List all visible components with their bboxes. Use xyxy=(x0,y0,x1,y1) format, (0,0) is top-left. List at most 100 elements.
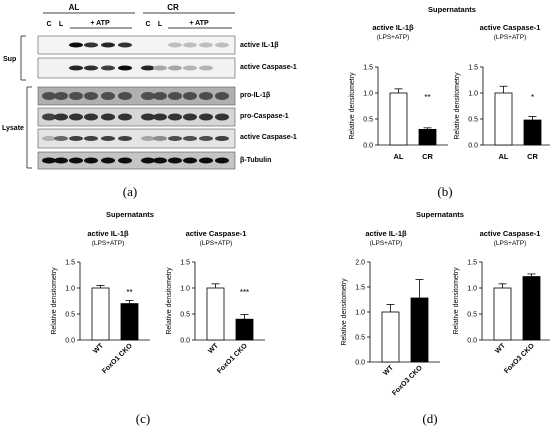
blot-band xyxy=(42,92,56,100)
y-tick-label: 1.5 xyxy=(180,260,190,267)
blot-band xyxy=(199,136,213,141)
bar-al xyxy=(389,92,408,146)
band-label-pro-il1b: pro-IL-1β xyxy=(240,92,271,99)
blot-band xyxy=(168,113,182,121)
blot-band xyxy=(183,92,197,100)
group-label-al: AL xyxy=(69,3,80,12)
y-tick-label: 0.0 xyxy=(468,143,478,150)
blot-strip-active-caspase1-lysate xyxy=(37,128,236,149)
y-tick-label: 0.0 xyxy=(355,360,365,367)
blot-band xyxy=(199,113,213,121)
bar-al xyxy=(494,92,513,146)
blot-band xyxy=(118,65,132,71)
blot-band xyxy=(153,136,167,141)
y-axis-label: Relative densitometry xyxy=(51,267,58,335)
blot-strip-active-il1b xyxy=(37,35,236,55)
bar-wt xyxy=(91,287,110,341)
blot-band xyxy=(141,92,155,100)
blot-band xyxy=(141,113,155,121)
lane-label-l-al: L xyxy=(59,21,64,28)
blot-band xyxy=(168,92,182,100)
blot-band xyxy=(42,157,56,164)
bar-cr xyxy=(523,119,542,146)
blot-band xyxy=(141,136,155,141)
western-blot-panel: AL CR C L + ATP C L + ATP Sup Lysate act… xyxy=(2,3,297,170)
lane-label-l-cr: L xyxy=(158,21,163,28)
y-axis-label: Relative densitometry xyxy=(349,72,356,140)
x-tick-label: CR xyxy=(527,152,538,161)
significance-marker: *** xyxy=(240,288,249,297)
chart-title: active IL-1β xyxy=(372,23,414,32)
blot-band xyxy=(84,136,98,141)
chart-title: active Caspase-1 xyxy=(480,229,541,238)
y-tick-label: 2.0 xyxy=(355,260,365,267)
bar-wt xyxy=(206,287,225,341)
x-tick-label: AL xyxy=(499,152,509,161)
blot-band xyxy=(141,65,155,71)
blot-band xyxy=(199,92,213,100)
blot-band xyxy=(84,42,98,48)
y-tick-label: 0.5 xyxy=(363,117,373,124)
blot-strip-beta-tubulin xyxy=(37,151,236,170)
blot-band xyxy=(153,65,167,71)
section-title-d: Supernatants xyxy=(416,210,464,219)
section-title-b: Supernatants xyxy=(428,5,476,14)
bar-cr xyxy=(418,128,437,146)
y-tick-label: 0.5 xyxy=(468,117,478,124)
y-axis-label: Relative densitometry xyxy=(453,267,460,335)
blot-band xyxy=(168,65,182,71)
treatment-label-al: + ATP xyxy=(90,20,110,27)
bar-chart-b-2: active Caspase-1 (LPS+ATP) 0.0 0.5 1.0 1.5 Rel… xyxy=(454,23,550,161)
blot-strip-background xyxy=(37,35,236,55)
y-tick-label: 0.0 xyxy=(467,338,477,345)
section-title-c: Supernatants xyxy=(106,210,154,219)
blot-band xyxy=(215,42,229,48)
chart-subtitle: (LPS+ATP) xyxy=(200,240,233,247)
blot-band xyxy=(69,92,83,100)
x-tick-label: WT xyxy=(92,342,105,355)
section-label-lysate: Lysate xyxy=(2,125,24,132)
y-tick-label: 1.5 xyxy=(363,65,373,72)
blot-band xyxy=(141,157,155,164)
blot-band xyxy=(118,42,132,48)
band-label-active-il1b: active IL-1β xyxy=(240,42,279,49)
blot-strip-background xyxy=(37,57,236,79)
x-tick-label: FoxO3 CKO xyxy=(503,342,536,375)
y-tick-label: 0.0 xyxy=(180,338,190,345)
chart-subtitle: (LPS+ATP) xyxy=(92,240,125,247)
x-tick-label: WT xyxy=(207,342,220,355)
y-tick-label: 0.0 xyxy=(363,143,373,150)
bar-wt xyxy=(493,287,512,341)
bar-foxo3-cko xyxy=(522,276,541,341)
y-axis-label: Relative densitometry xyxy=(166,267,173,335)
y-tick-label: 1.0 xyxy=(355,310,365,317)
chart-title: active Caspase-1 xyxy=(186,229,247,238)
blot-band xyxy=(84,157,98,164)
x-tick-label: FoxO3 CKO xyxy=(391,364,424,397)
band-label-pro-caspase1: pro-Caspase-1 xyxy=(240,113,289,120)
blot-band xyxy=(168,136,182,141)
blot-band xyxy=(153,157,167,164)
y-tick-label: 1.0 xyxy=(180,286,190,293)
y-tick-label: 0.5 xyxy=(180,312,190,319)
x-tick-label: WT xyxy=(382,364,395,377)
blot-band xyxy=(54,157,68,164)
blot-band xyxy=(199,157,213,164)
bar-chart-b-1: active IL-1β (LPS+ATP) 0.0 0.5 1.0 1.5 Relativ… xyxy=(349,23,448,161)
blot-band xyxy=(168,42,182,48)
panel-label-b: (b) xyxy=(437,184,452,199)
blot-band xyxy=(183,157,197,164)
bar-chart-d-6: active Caspase-1 (LPS+ATP) 0.0 0.5 1.0 1.5 Rel… xyxy=(453,229,550,375)
panel-label-a: (a) xyxy=(123,184,137,199)
section-label-sup: Sup xyxy=(3,56,16,63)
y-axis-label: Relative densitometry xyxy=(454,72,461,140)
blot-band xyxy=(183,65,197,71)
blot-band xyxy=(42,136,56,141)
blot-strip-pro-il1b xyxy=(37,86,236,106)
y-tick-label: 0.5 xyxy=(355,335,365,342)
bar-chart-c-4: active Caspase-1 (LPS+ATP) 0.0 0.5 1.0 1.5 Rel… xyxy=(166,229,265,375)
blot-band xyxy=(215,157,229,164)
blot-band xyxy=(101,65,115,71)
blot-band xyxy=(101,136,115,141)
